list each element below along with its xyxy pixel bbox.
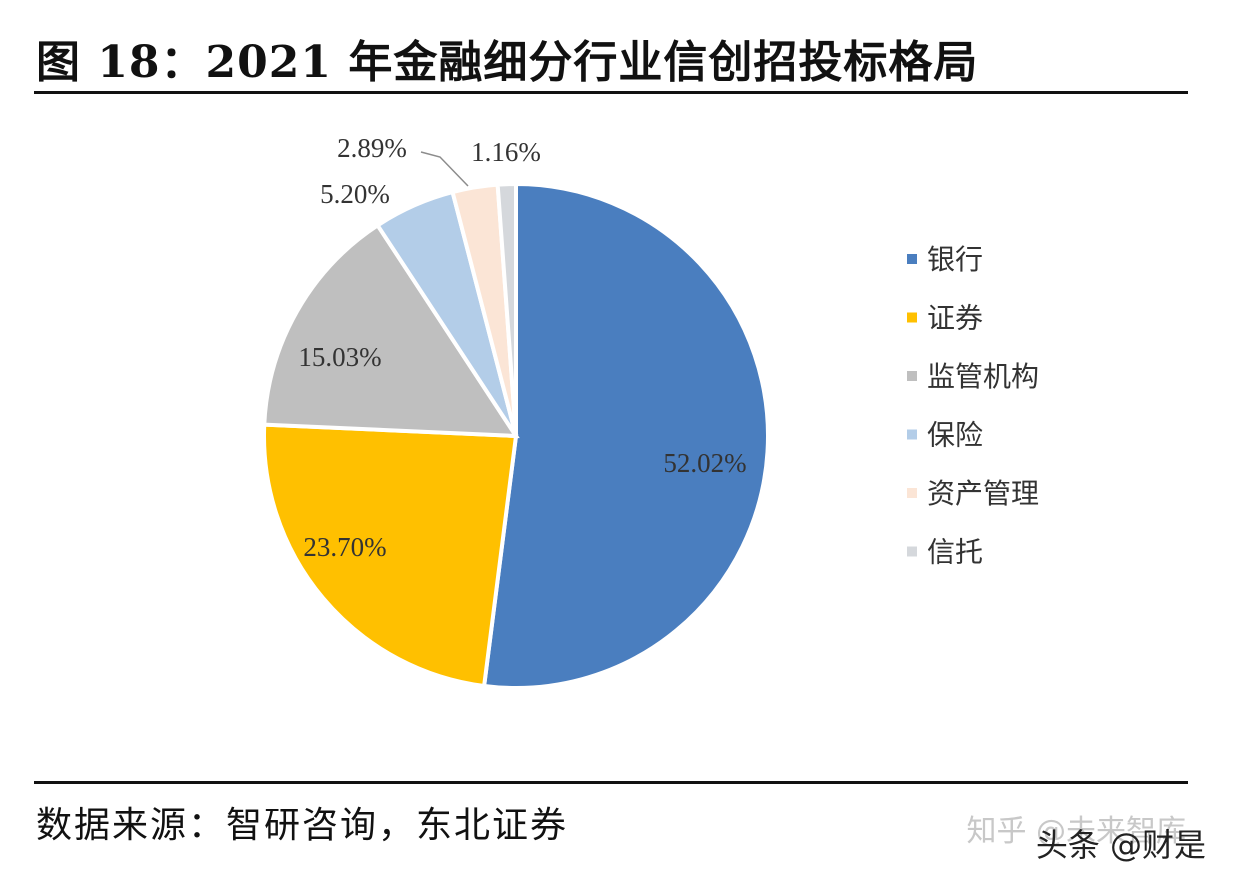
legend-swatch-1 <box>907 312 917 323</box>
legend-label-2: 监管机构 <box>927 360 1039 393</box>
leader-line <box>420 151 469 187</box>
pie-slice-0 <box>481 181 770 690</box>
pie-slice-5 <box>495 181 518 437</box>
legend-label-5: 信托 <box>927 536 983 569</box>
figure-title: 图 18：2021 年金融细分行业信创招投标格局 <box>36 37 979 88</box>
watermark-secondary: 头条 @财是 <box>1035 826 1206 864</box>
data-label-3: 5.20% <box>320 179 390 209</box>
data-source: 数据来源：智研咨询，东北证券 <box>36 805 569 846</box>
legend-swatch-0 <box>907 254 917 264</box>
data-label-5: 1.16% <box>471 137 541 167</box>
legend-label-4: 资产管理 <box>927 477 1039 510</box>
legend-label-0: 银行 <box>927 243 983 276</box>
pie-slice-2 <box>262 222 520 439</box>
watermark-primary: 知乎 @未来智库 <box>966 814 1186 849</box>
legend-swatch-3 <box>907 429 917 440</box>
data-label-2: 15.03% <box>298 342 381 372</box>
data-label-4: 2.89% <box>337 133 407 163</box>
legend-swatch-4 <box>907 488 917 498</box>
top-rule <box>34 91 1188 94</box>
legend-swatch-2 <box>907 371 917 381</box>
pie-slice-1 <box>262 422 519 689</box>
legend-label-1: 证券 <box>927 302 983 335</box>
bottom-rule <box>34 781 1188 784</box>
legend-label-3: 保险 <box>927 419 983 452</box>
data-label-1: 23.70% <box>303 532 386 562</box>
legend-swatch-5 <box>907 546 917 557</box>
data-label-0: 52.02% <box>663 448 746 478</box>
